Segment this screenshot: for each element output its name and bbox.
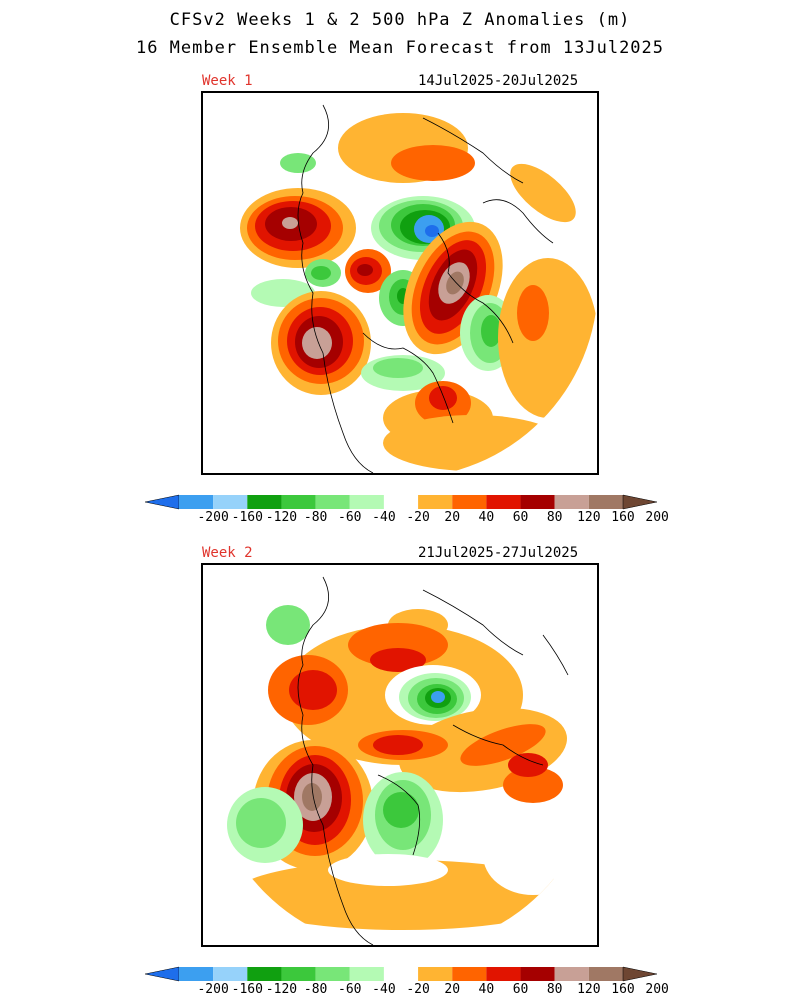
- colorbar-swatch: [418, 967, 453, 981]
- colorbar-tick-label: -40: [372, 510, 396, 525]
- colorbar-tick-label: -80: [303, 982, 328, 997]
- colorbar-swatch: [383, 495, 419, 509]
- colorbar-swatch: [213, 967, 248, 981]
- colorbar-swatch: [588, 967, 623, 981]
- colorbar-tick-label: -200: [197, 982, 229, 997]
- colorbar-tick-label: 60: [512, 510, 529, 525]
- colorbar-tick-label: 120: [577, 510, 601, 525]
- colorbar-swatch: [179, 967, 214, 981]
- w1-arctic-pos-40: [391, 145, 475, 181]
- colorbar-tick-label: -160: [231, 982, 263, 997]
- colorbar-swatch: [554, 967, 589, 981]
- colorbar-swatch: [383, 967, 419, 981]
- colorbar-tick-label: 80: [546, 510, 563, 525]
- week2-label: Week 2: [202, 545, 253, 561]
- colorbar-week2-swatches: [145, 966, 657, 982]
- w1-coastlines: [297, 104, 554, 473]
- week2-map: [201, 563, 599, 947]
- colorbar-tick-label: 20: [444, 982, 461, 997]
- colorbar-swatch: [520, 967, 555, 981]
- colorbar-tick-label: 160: [611, 510, 635, 525]
- week1-map-graphic: [240, 104, 597, 473]
- w2-coastlines: [297, 576, 569, 945]
- colorbar-swatch: [315, 967, 350, 981]
- colorbar-tick-label: -200: [197, 510, 229, 525]
- colorbar-week1: -200 -160 -120 -80 -60 -40 -20 20 40 60 80 120 160 20…: [145, 494, 669, 530]
- colorbar-swatch: [486, 967, 521, 981]
- colorbar-tick-label: -40: [372, 982, 396, 997]
- colorbar-tick-label: -160: [231, 510, 263, 525]
- colorbar-tick-label: -60: [338, 510, 362, 525]
- colorbar-tick-label: -120: [265, 982, 298, 997]
- week2-map-graphic: [227, 576, 583, 945]
- colorbar-swatch: [247, 967, 282, 981]
- colorbar-swatch: [281, 967, 316, 981]
- colorbar-swatch: [554, 495, 589, 509]
- colorbar-tick-label: -60: [338, 982, 362, 997]
- colorbar-tick-label: -120: [265, 510, 298, 525]
- colorbar-tick-label: 40: [478, 982, 495, 997]
- colorbar-swatch: [486, 495, 521, 509]
- week1-label: Week 1: [202, 73, 253, 89]
- colorbar-tick-label: 120: [577, 982, 601, 997]
- colorbar-tick-label: -80: [303, 510, 328, 525]
- colorbar-tick-label: 80: [546, 982, 563, 997]
- colorbar-week2: -200 -160 -120 -80 -60 -40 -20 20 40 60 80 120 160 20…: [145, 966, 669, 1000]
- chart-title: CFSv2 Weeks 1 & 2 500 hPa Z Anomalies (m…: [169, 10, 631, 30]
- chart-subtitle: 16 Member Ensemble Mean Forecast from 13…: [135, 38, 665, 58]
- colorbar-tick-label: 200: [645, 982, 669, 997]
- colorbar-swatch: [179, 495, 214, 509]
- colorbar-swatch: [418, 495, 453, 509]
- colorbar-swatch: [315, 495, 350, 509]
- colorbar-tick-label: 20: [444, 510, 461, 525]
- colorbar-swatch: [520, 495, 555, 509]
- colorbar-min-arrow: [145, 494, 180, 510]
- colorbar-tick-label: -20: [406, 510, 430, 525]
- colorbar-max-arrow: [622, 966, 657, 982]
- colorbar-swatch: [349, 967, 384, 981]
- colorbar-tick-label: 60: [512, 982, 529, 997]
- colorbar-swatch: [213, 495, 248, 509]
- colorbar-swatch: [281, 495, 316, 509]
- colorbar-swatch: [349, 495, 384, 509]
- week2-dates: 21Jul2025-27Jul2025: [418, 545, 579, 561]
- colorbar-tick-label: 160: [611, 982, 635, 997]
- week1-map: [201, 91, 599, 475]
- colorbar-tick-label: 200: [645, 510, 669, 525]
- colorbar-tick-label: -20: [406, 982, 430, 997]
- colorbar-week1-swatches: [145, 494, 657, 510]
- colorbar-tick-label: 40: [478, 510, 495, 525]
- colorbar-swatch: [452, 967, 487, 981]
- colorbar-min-arrow: [145, 966, 180, 982]
- week1-dates: 14Jul2025-20Jul2025: [418, 73, 579, 89]
- colorbar-swatch: [452, 495, 487, 509]
- colorbar-max-arrow: [622, 494, 657, 510]
- colorbar-swatch: [247, 495, 282, 509]
- colorbar-swatch: [588, 495, 623, 509]
